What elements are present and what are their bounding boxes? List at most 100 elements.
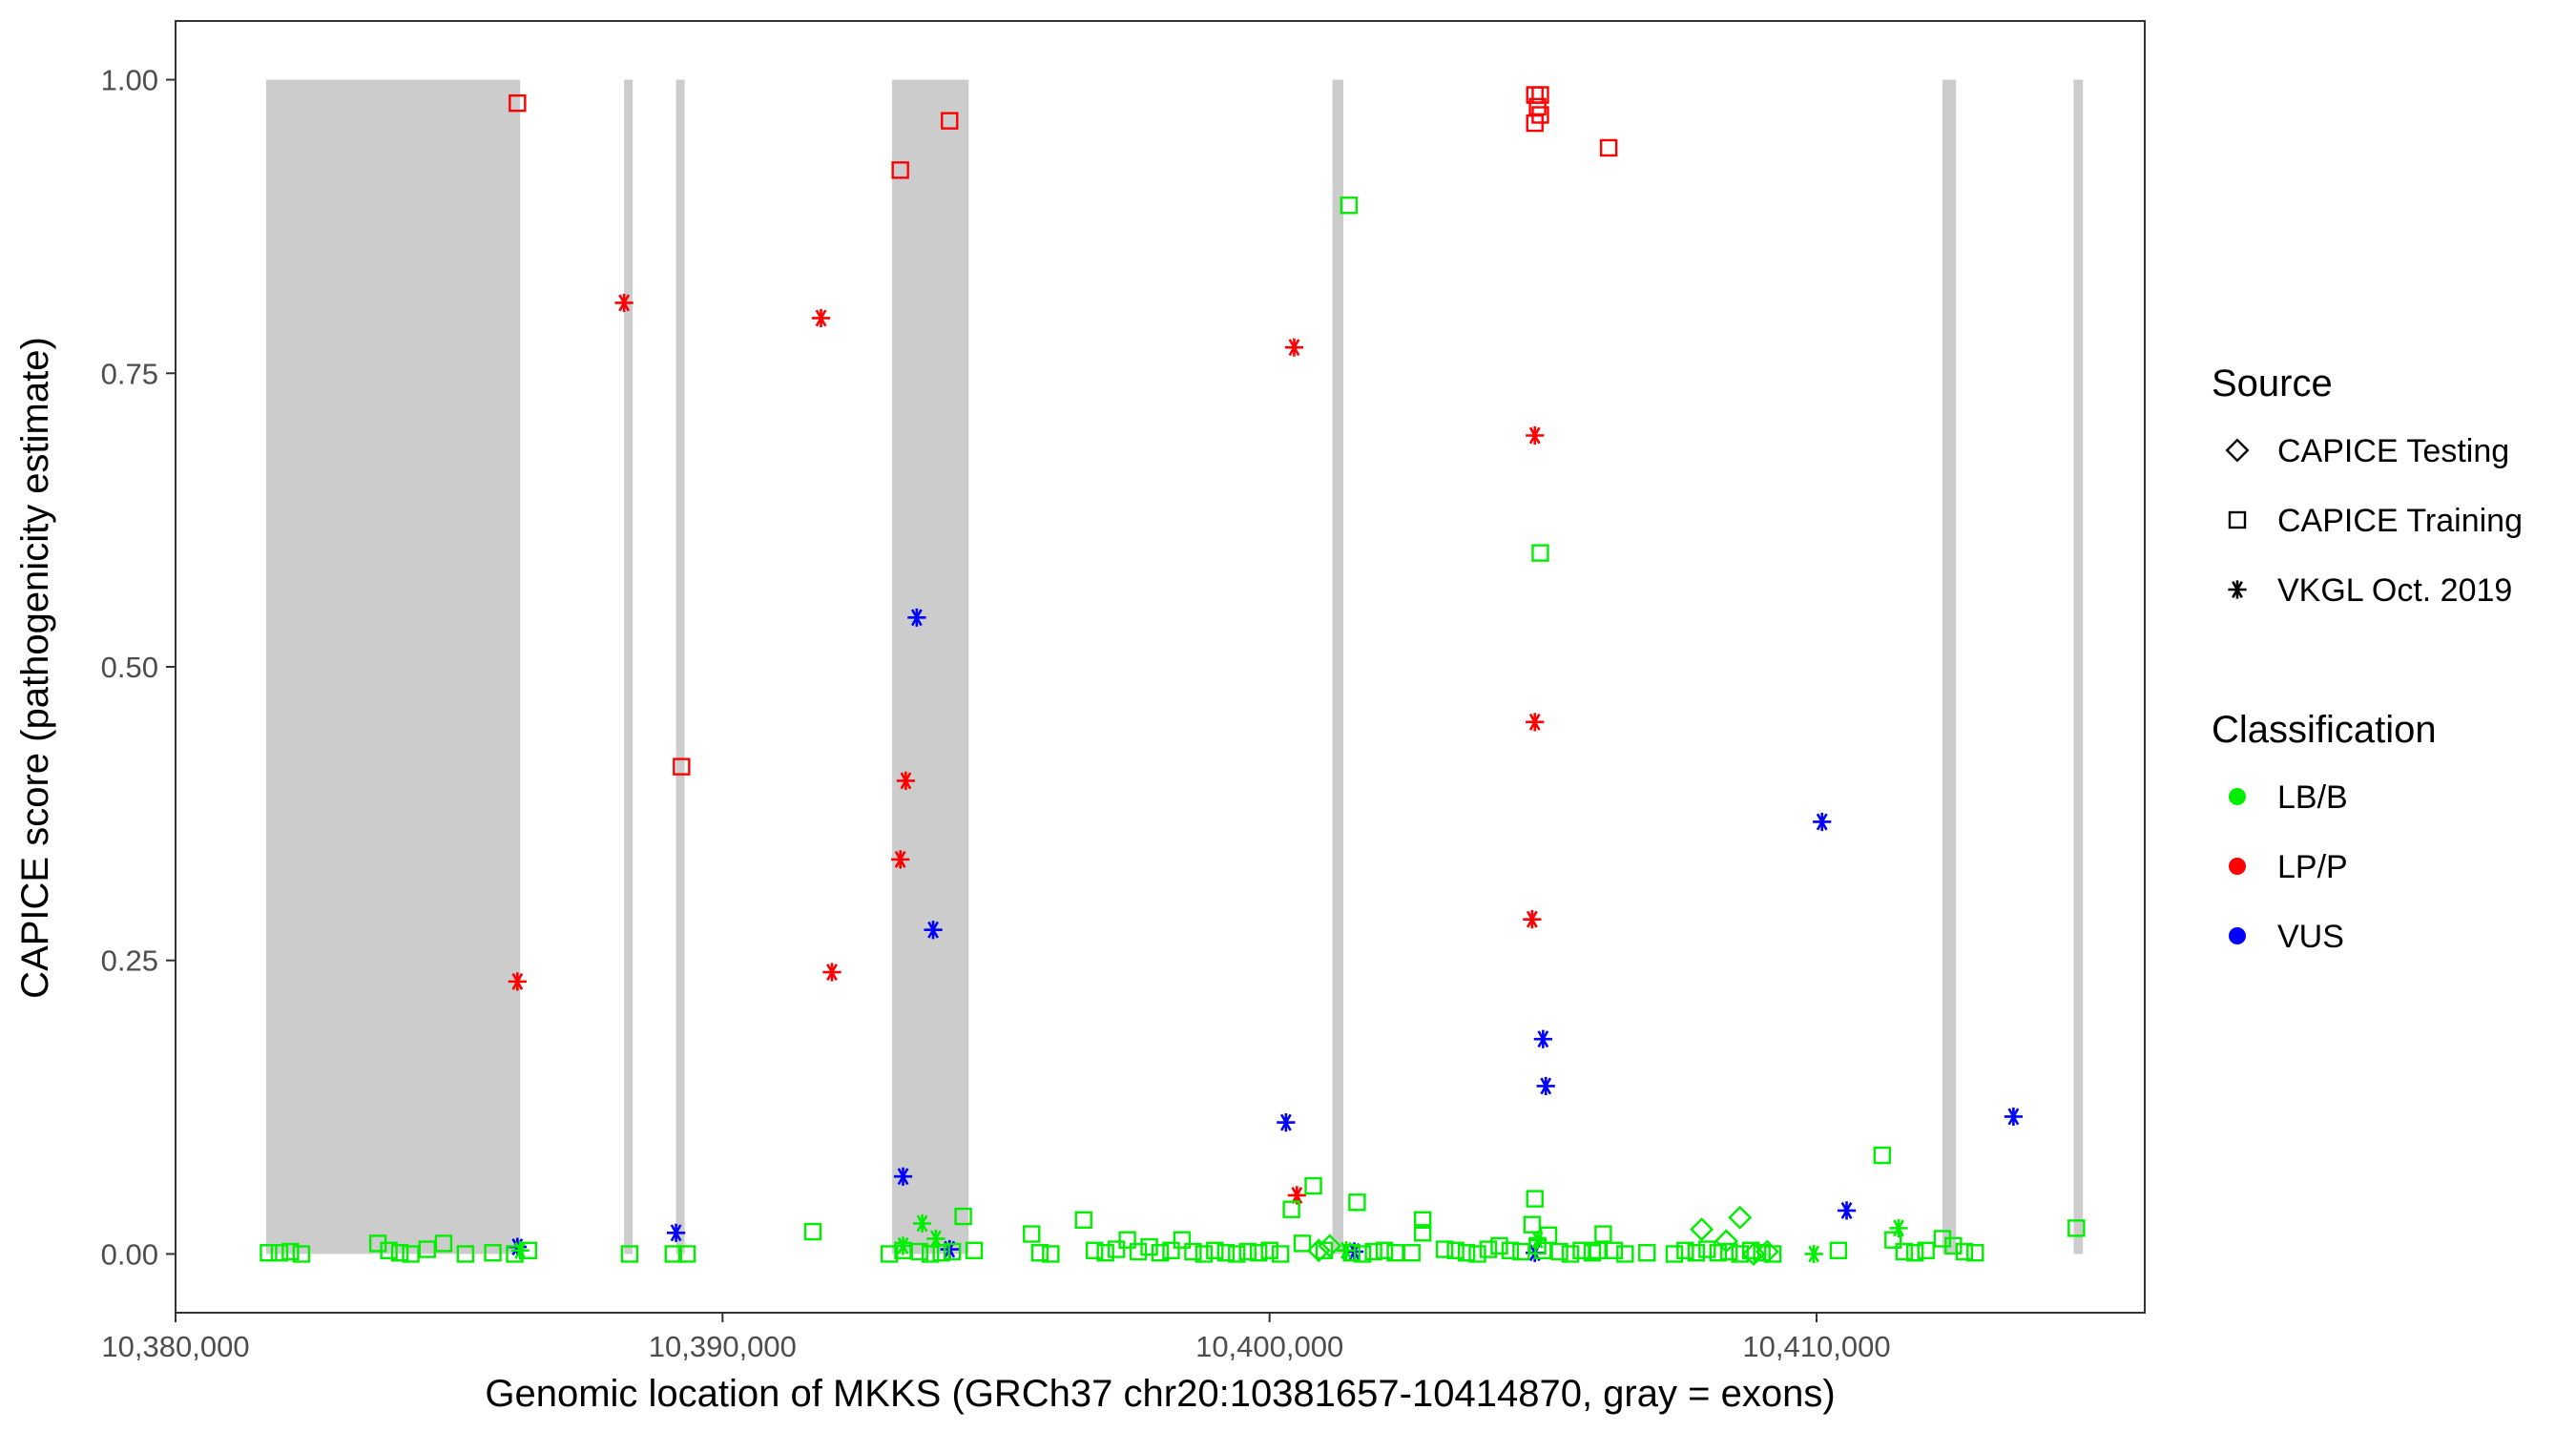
point-lb-b-capice-testing: [1318, 1234, 1342, 1258]
point-lb-b-capice-testing: [1306, 1238, 1331, 1263]
point-lb-b-capice-testing: [1728, 1205, 1753, 1230]
exon-band-4: [892, 79, 969, 1255]
point-lp-p-vkgl-oct-2019: [1526, 713, 1545, 732]
point-lp-p-vkgl-oct-2019: [896, 771, 915, 790]
point-lp-p-vkgl-oct-2019: [822, 963, 841, 982]
point-vus-vkgl-oct-2019: [1536, 1076, 1555, 1096]
point-lb-b-capice-training: [1468, 1245, 1486, 1263]
legend-class-vus-label: VUS: [2277, 919, 2344, 955]
x-tick-label: 10,410,000: [1742, 1330, 1890, 1363]
point-lb-b-capice-training: [1616, 1245, 1634, 1263]
point-lb-b-capice-training: [292, 1245, 311, 1263]
exon-band-3: [675, 79, 685, 1255]
point-vus-vkgl-oct-2019: [667, 1223, 686, 1242]
point-lb-b-capice-training: [1531, 544, 1549, 562]
point-lb-b-vkgl-oct-2019: [1889, 1218, 1908, 1237]
exon-band-6: [1942, 79, 1957, 1255]
point-lb-b-capice-testing: [1741, 1241, 1766, 1266]
point-lb-b-capice-training: [402, 1245, 420, 1263]
legend-source-capice-training-key: [2228, 510, 2247, 529]
y-axis-label: CAPICE score (pathogenicity estimate): [14, 337, 56, 999]
point-lb-b-capice-training: [1282, 1200, 1300, 1218]
y-tick-label: 0.25: [101, 944, 158, 978]
point-lb-b-capice-training: [390, 1244, 409, 1262]
point-lb-b-capice-training: [1162, 1241, 1180, 1259]
legend-source-capice-training-label: CAPICE Training: [2277, 503, 2523, 539]
point-lb-b-capice-training: [1698, 1240, 1716, 1258]
point-lb-b-capice-training: [943, 1242, 962, 1261]
point-lb-b-vkgl-oct-2019: [1804, 1244, 1823, 1264]
point-lb-b-capice-training: [932, 1244, 950, 1262]
point-lb-b-capice-training: [1720, 1242, 1738, 1261]
point-lb-b-capice-training: [1583, 1244, 1602, 1262]
x-tick-label: 10,390,000: [649, 1330, 797, 1363]
point-lb-b-vkgl-oct-2019: [510, 1241, 530, 1260]
point-lp-p-capice-training: [941, 112, 959, 130]
point-lb-b-capice-training: [2067, 1219, 2086, 1237]
legend-source-title: Source: [2212, 363, 2333, 404]
point-lb-b-capice-training: [1490, 1236, 1508, 1255]
point-lb-b-capice-testing: [1690, 1217, 1714, 1242]
legend-class-lb-b-label: LB/B: [2277, 779, 2348, 816]
y-tick-label: 0.75: [101, 357, 158, 390]
point-lb-b-capice-training: [664, 1245, 682, 1263]
point-lb-b-capice-training: [1271, 1245, 1290, 1263]
x-axis-label: Genomic location of MKKS (GRCh37 chr20:1…: [485, 1373, 1835, 1415]
point-vus-vkgl-oct-2019: [2004, 1107, 2023, 1127]
point-lb-b-capice-training: [954, 1207, 972, 1226]
point-lp-p-capice-training: [1599, 138, 1618, 157]
point-lb-b-capice-training: [260, 1244, 278, 1262]
x-axis: 10,380,000 10,390,000 10,400,000 10,410,000: [101, 1313, 1891, 1363]
point-lb-b-capice-training: [1023, 1225, 1041, 1243]
point-lb-b-capice-training: [1873, 1146, 1892, 1165]
point-lb-b-capice-training: [1501, 1241, 1520, 1259]
point-lb-b-capice-training: [1638, 1244, 1656, 1262]
point-lb-b-capice-training: [1523, 1215, 1542, 1234]
point-lp-p-vkgl-oct-2019: [508, 972, 527, 991]
point-lb-b-capice-training: [1074, 1211, 1092, 1229]
point-lb-b-capice-training: [1315, 1241, 1334, 1259]
point-lp-p-vkgl-oct-2019: [614, 293, 634, 313]
point-lp-p-vkgl-oct-2019: [1526, 425, 1545, 446]
point-lp-p-capice-training: [673, 757, 691, 776]
point-lb-b-capice-training: [1895, 1242, 1913, 1261]
y-tick-label: 1.00: [101, 64, 158, 97]
point-lb-b-capice-training: [1944, 1236, 1963, 1255]
point-lb-b-capice-training: [1107, 1240, 1126, 1258]
data-points: [260, 86, 2086, 1266]
legend-class-vus-key: [2229, 927, 2246, 944]
legend-source-capice-testing-key: [2225, 438, 2250, 463]
point-lb-b-vkgl-oct-2019: [913, 1213, 932, 1234]
point-lb-b-capice-training: [1216, 1244, 1236, 1262]
point-lb-b-capice-training: [965, 1241, 984, 1259]
point-lb-b-capice-training: [1348, 1193, 1366, 1212]
point-lb-b-capice-training: [1605, 1241, 1624, 1259]
point-lb-b-capice-training: [1140, 1237, 1158, 1256]
exon-band-5: [1332, 79, 1344, 1255]
point-lb-b-capice-training: [1550, 1242, 1568, 1261]
point-lb-b-capice-training: [1260, 1241, 1278, 1259]
y-tick-label: 0.50: [101, 651, 158, 684]
point-lb-b-capice-training: [1753, 1244, 1771, 1262]
point-lp-p-vkgl-oct-2019: [811, 308, 831, 328]
point-lb-b-capice-training: [1228, 1245, 1246, 1263]
point-lb-b-capice-training: [1129, 1242, 1148, 1261]
point-lb-b-capice-training: [1340, 197, 1359, 215]
point-lb-b-capice-training: [1917, 1241, 1935, 1259]
point-lp-p-vkgl-oct-2019: [1284, 338, 1304, 357]
point-lb-b-capice-training: [1238, 1242, 1257, 1261]
point-lp-p-capice-training: [891, 161, 909, 179]
point-lb-b-capice-training: [1375, 1241, 1394, 1259]
point-lb-b-capice-training: [1479, 1240, 1498, 1258]
legend-source: Source CAPICE Testing CAPICE Training VKGL…: [2212, 363, 2523, 609]
legend-class-lb-b-key: [2229, 788, 2246, 805]
point-lb-b-capice-training: [1304, 1176, 1322, 1195]
point-lb-b-capice-training: [1884, 1231, 1902, 1249]
point-lb-b-capice-training: [1561, 1245, 1580, 1263]
point-vus-vkgl-oct-2019: [893, 1167, 913, 1186]
point-lb-b-capice-training: [803, 1222, 822, 1241]
point-vus-vkgl-oct-2019: [1813, 812, 1832, 832]
point-lb-b-capice-testing: [1755, 1239, 1779, 1264]
point-lb-b-capice-training: [1353, 1245, 1372, 1263]
